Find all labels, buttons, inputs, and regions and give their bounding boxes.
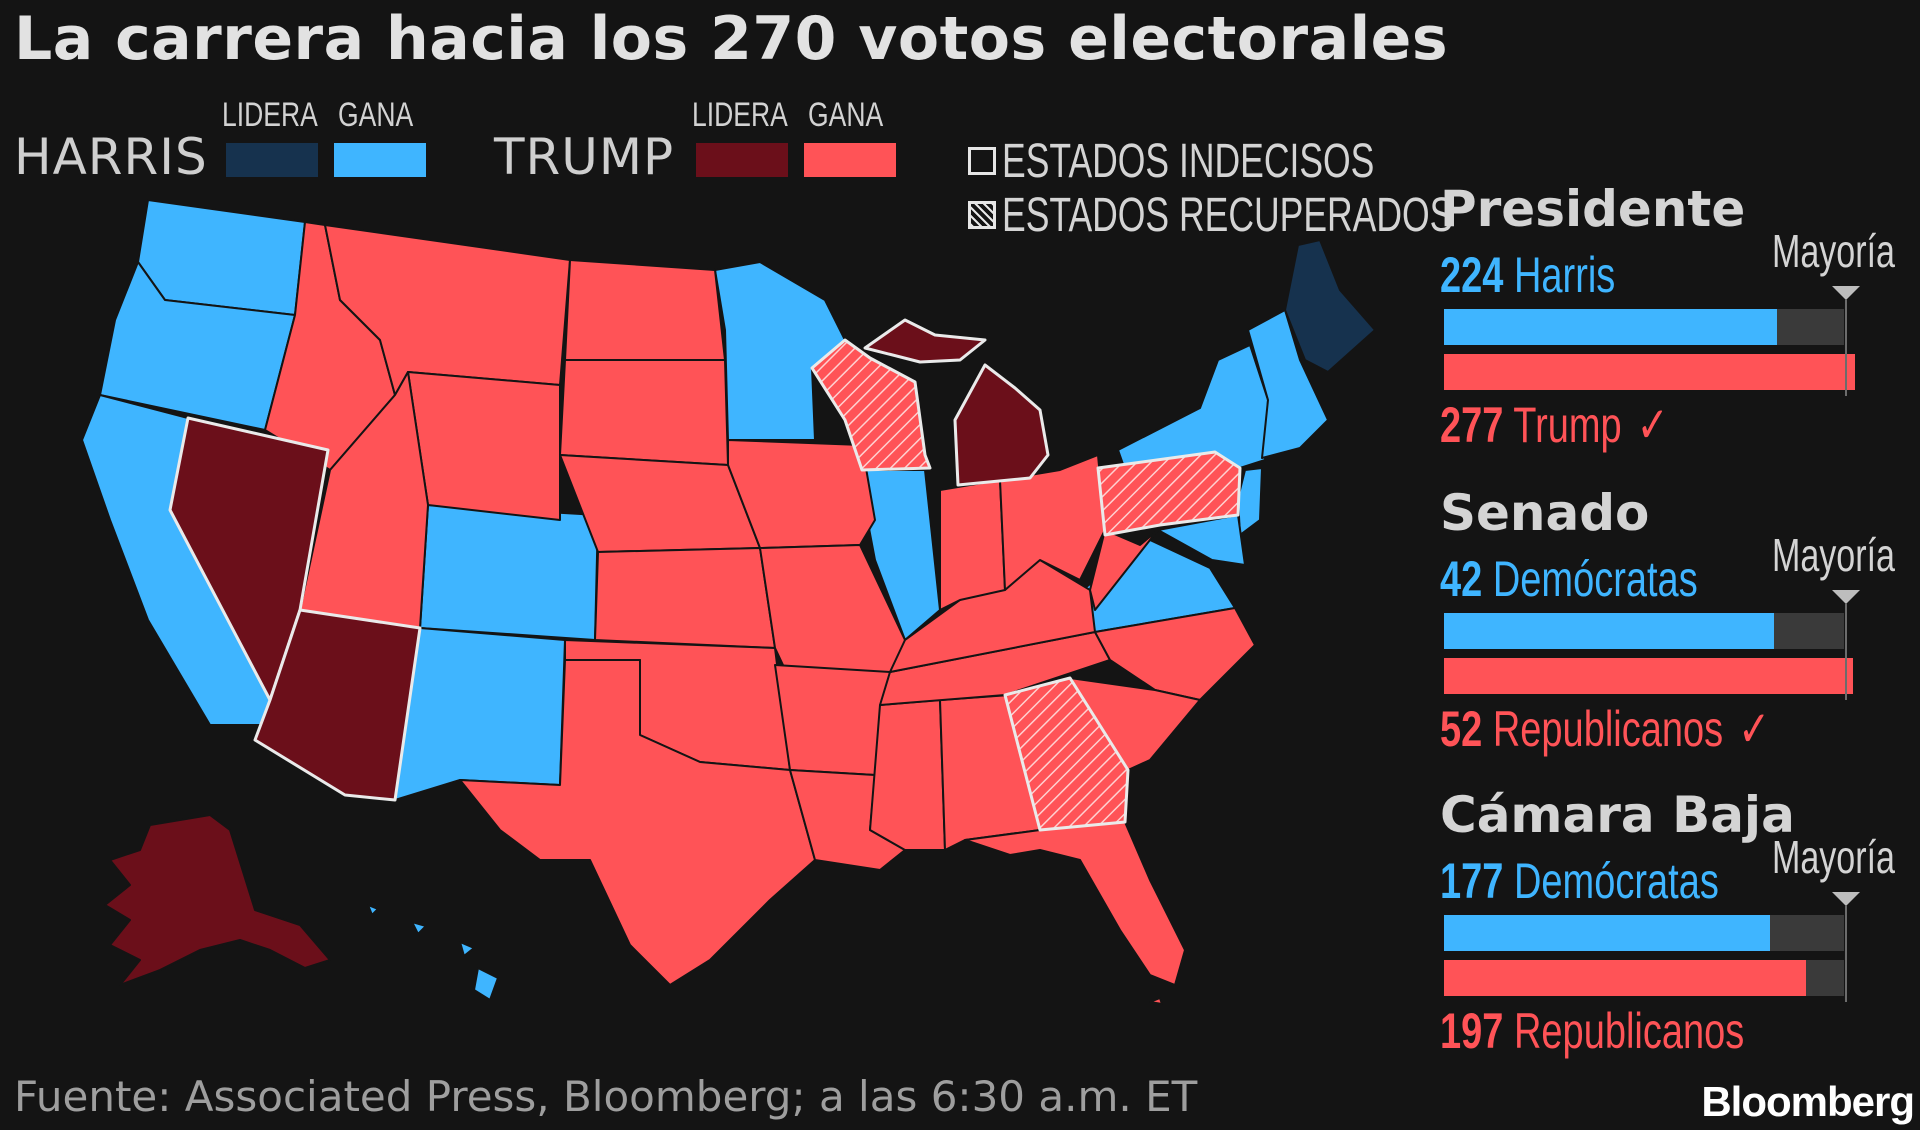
state-kansas <box>594 547 776 649</box>
senate-dem-bar <box>1444 613 1774 649</box>
president-rep-label: Trump <box>1513 397 1622 453</box>
state-maine <box>1284 239 1376 373</box>
president-rep-count: 277 Trump ✓ <box>1440 396 1669 454</box>
house-dem-bar <box>1444 915 1770 951</box>
legend-flipped-label: ESTADOS RECUPERADOS <box>1002 188 1454 242</box>
legend-trump-gana: GANA <box>808 96 884 134</box>
senate-rep-bar <box>1444 658 1853 694</box>
state-wisconsin <box>810 338 932 472</box>
legend-harris-lidera: LIDERA <box>222 96 318 134</box>
source-note: Fuente: Associated Press, Bloomberg; a l… <box>14 1072 1198 1121</box>
state-north-dakota <box>564 259 726 361</box>
panel-title-president: Presidente <box>1440 180 1746 238</box>
hatched-box-icon <box>968 201 996 229</box>
house-rep-label: Republicanos <box>1513 1003 1745 1059</box>
legend-trump-lidera: LIDERA <box>692 96 788 134</box>
state-florida-keys <box>1149 997 1163 1005</box>
legend-flipped: ESTADOS RECUPERADOS <box>968 189 1612 242</box>
state-pennsylvania <box>1096 450 1242 537</box>
majority-marker-president <box>1832 286 1860 300</box>
state-wyoming <box>407 371 561 521</box>
president-rep-bar <box>1444 354 1855 390</box>
state-arkansas <box>774 664 891 776</box>
legend-undecided-label: ESTADOS INDECISOS <box>1002 134 1375 188</box>
state-ohio <box>999 454 1106 591</box>
majority-label-president: Mayoría <box>1772 225 1895 277</box>
majority-label-senate: Mayoría <box>1772 529 1895 581</box>
president-dem-bar <box>1444 309 1777 345</box>
harris-lead-swatch <box>226 143 318 177</box>
state-florida <box>964 821 1186 986</box>
state-alaska <box>104 814 331 986</box>
president-majority-line <box>1845 300 1847 396</box>
legend-undecided: ESTADOS INDECISOS <box>968 135 1505 188</box>
house-rep-count: 197 Republicanos <box>1440 1002 1744 1060</box>
legend-harris-gana: GANA <box>338 96 414 134</box>
us-election-map <box>81 199 1376 1005</box>
senate-rep-number: 52 <box>1440 701 1483 757</box>
house-rep-number: 197 <box>1440 1003 1504 1059</box>
state-arizona <box>253 608 422 802</box>
state-hawaii <box>367 904 499 1001</box>
house-rep-bar <box>1444 960 1806 996</box>
state-south-dakota <box>559 359 729 466</box>
president-rep-number: 277 <box>1440 397 1504 453</box>
state-georgia <box>1003 676 1130 832</box>
senate-dem-count: 42 Demócratas <box>1440 550 1698 608</box>
senate-majority-line <box>1845 604 1847 700</box>
state-indiana <box>939 479 1006 611</box>
bloomberg-logo: Bloomberg <box>1701 1078 1915 1125</box>
state-mississippi <box>869 699 946 851</box>
senate-rep-count: 52 Republicanos ✓ <box>1440 700 1770 758</box>
president-dem-number: 224 <box>1440 247 1504 303</box>
senate-dem-number: 42 <box>1440 551 1483 607</box>
president-dem-label: Harris <box>1513 247 1616 303</box>
state-new-york <box>1117 344 1269 471</box>
state-new-mexico <box>394 627 566 801</box>
house-dem-label: Demócratas <box>1513 853 1719 909</box>
legend-trump-label: TRUMP <box>494 128 675 186</box>
legend-harris-label: HARRIS <box>14 128 208 186</box>
president-dem-count: 224 Harris <box>1440 246 1615 304</box>
state-colorado <box>419 504 599 641</box>
state-minnesota <box>714 261 846 441</box>
page-title: La carrera hacia los 270 votos electoral… <box>14 4 1449 74</box>
house-dem-count: 177 Demócratas <box>1440 852 1719 910</box>
winner-check-icon: ✓ <box>1738 701 1771 757</box>
panel-title-house: Cámara Baja <box>1440 786 1795 844</box>
majority-marker-house <box>1832 892 1860 906</box>
majority-label-house: Mayoría <box>1772 831 1895 883</box>
majority-marker-senate <box>1832 590 1860 604</box>
senate-rep-label: Republicanos <box>1492 701 1724 757</box>
state-illinois <box>857 469 941 641</box>
house-majority-line <box>1845 906 1847 1002</box>
house-dem-number: 177 <box>1440 853 1504 909</box>
undecided-box-icon <box>968 147 996 175</box>
state-texas <box>459 659 816 986</box>
state-maryland <box>1157 514 1246 566</box>
panel-title-senate: Senado <box>1440 484 1650 542</box>
trump-lead-swatch <box>696 143 788 177</box>
state-new-jersey <box>1237 467 1263 536</box>
state-michigan <box>863 318 1050 487</box>
trump-win-swatch <box>804 143 896 177</box>
senate-dem-label: Demócratas <box>1492 551 1698 607</box>
harris-win-swatch <box>334 143 426 177</box>
winner-check-icon: ✓ <box>1636 397 1669 453</box>
